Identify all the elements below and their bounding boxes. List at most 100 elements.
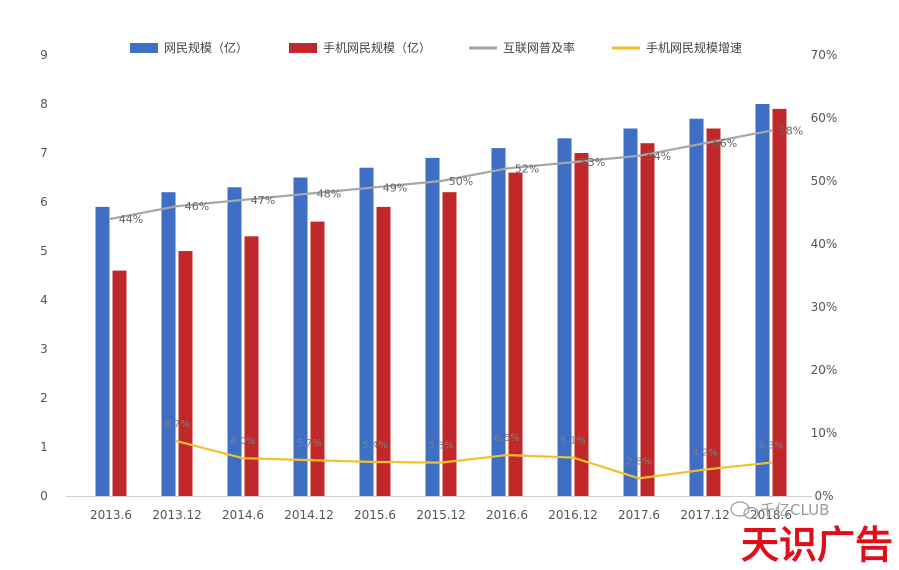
bar — [310, 221, 325, 496]
bars — [95, 104, 787, 497]
line-point — [109, 217, 113, 220]
line-data-label: 48% — [317, 188, 341, 201]
line-point — [769, 461, 773, 464]
bar — [112, 270, 127, 496]
line-point — [307, 192, 311, 195]
line-data-label: 58% — [779, 125, 803, 138]
legend-swatch — [289, 43, 317, 53]
line-data-label: 50% — [449, 175, 473, 188]
left-tick-label: 5 — [40, 244, 48, 258]
watermark: 千亿CLUB 天识广告 — [730, 501, 893, 567]
line-point — [307, 458, 311, 462]
line-data-label: 52% — [515, 162, 539, 175]
left-tick-label: 6 — [40, 195, 48, 209]
right-tick-label: 50% — [811, 174, 838, 188]
bar — [640, 143, 655, 496]
x-axis-ticks: 2013.6 2013.12 2014.6 2014.12 2015.6 2015.12 2… — [90, 508, 792, 522]
watermark-bubble-icon — [730, 501, 759, 520]
right-tick-label: 30% — [811, 300, 838, 314]
bar — [706, 128, 721, 496]
line-labels: 44% 46% 47% 48% 49% 50% 52% 53% 54% 56% 58% 8.7% 6.0… — [119, 125, 803, 468]
line-data-label: 46% — [185, 200, 209, 213]
line-data-label: 6.0% — [230, 436, 255, 447]
line-point — [175, 205, 179, 208]
watermark-brand-small: 千亿CLUB — [760, 501, 829, 519]
watermark-brand-big: 天识广告 — [741, 523, 893, 566]
left-tick-label: 8 — [40, 97, 48, 111]
x-tick-label: 2014.12 — [284, 508, 334, 522]
line-point — [439, 461, 443, 464]
line-point — [373, 460, 377, 464]
x-tick-label: 2013.12 — [152, 508, 202, 522]
legend: 网民规模（亿） 手机网民规模（亿） 互联网普及率 手机网民规模增速 — [130, 40, 742, 55]
left-tick-label: 4 — [40, 293, 48, 307]
line-point — [769, 129, 773, 132]
right-tick-label: 40% — [811, 237, 838, 251]
line-data-label: 2.8% — [626, 456, 651, 467]
line-point — [571, 456, 575, 459]
line-data-label: 49% — [383, 181, 407, 194]
x-tick-label: 2014.6 — [222, 508, 264, 522]
series-line — [176, 440, 772, 480]
legend-label: 互联网普及率 — [503, 40, 575, 55]
left-tick-label: 7 — [40, 146, 48, 160]
x-tick-label: 2017.6 — [618, 508, 660, 522]
left-tick-label: 3 — [40, 342, 48, 356]
line-data-label: 5.7% — [296, 438, 321, 449]
legend-label: 网民规模（亿） — [164, 40, 248, 55]
line-data-label: 53% — [581, 156, 605, 169]
x-tick-label: 2017.12 — [680, 508, 730, 522]
bar — [491, 148, 506, 496]
lines — [109, 129, 773, 480]
line-data-label: 5.3% — [758, 441, 783, 452]
right-tick-label: 70% — [811, 48, 838, 62]
line-data-label: 47% — [251, 194, 275, 207]
bar — [95, 206, 110, 496]
left-tick-label: 2 — [40, 391, 48, 405]
line-point — [241, 198, 245, 202]
bar — [689, 118, 704, 496]
series-line — [110, 129, 772, 220]
right-tick-label: 20% — [811, 363, 838, 377]
line-point — [175, 439, 179, 443]
x-tick-label: 2018.6 — [750, 508, 792, 522]
bar — [557, 138, 572, 497]
line-point — [373, 186, 377, 189]
bar — [574, 153, 589, 496]
line-data-label: 4.2% — [692, 448, 717, 459]
line-point — [637, 477, 641, 480]
line-data-label: 54% — [647, 150, 671, 163]
line-point — [571, 160, 575, 164]
right-tick-label: 10% — [811, 426, 838, 440]
bar — [442, 192, 457, 496]
x-tick-label: 2016.12 — [548, 508, 598, 522]
right-tick-label: 0% — [814, 489, 833, 503]
x-tick-label: 2013.6 — [90, 508, 132, 522]
bar — [293, 177, 308, 496]
x-tick-label: 2016.6 — [486, 508, 528, 522]
line-data-label: 44% — [119, 213, 143, 226]
line-point — [241, 457, 245, 460]
bar — [376, 206, 391, 496]
bar — [425, 157, 440, 496]
line-point — [505, 167, 509, 170]
line-data-label: 6.1% — [560, 436, 585, 447]
line-data-label: 5.3% — [428, 441, 453, 452]
bar — [755, 104, 770, 496]
bar — [359, 167, 374, 496]
line-point — [505, 453, 509, 457]
left-tick-label: 0 — [40, 489, 48, 503]
x-tick-label: 2015.6 — [354, 508, 396, 522]
x-tick-label: 2015.12 — [416, 508, 466, 522]
left-tick-label: 9 — [40, 48, 48, 62]
line-point — [439, 179, 443, 183]
bar — [244, 236, 259, 497]
bar — [161, 192, 176, 496]
legend-label: 手机网民规模增速 — [646, 40, 742, 55]
bar — [772, 108, 787, 497]
legend-label: 手机网民规模（亿） — [323, 40, 431, 55]
right-axis-ticks: 0% 10% 20% 30% 40% 50% 60% 70% — [811, 48, 838, 503]
bar — [227, 187, 242, 497]
